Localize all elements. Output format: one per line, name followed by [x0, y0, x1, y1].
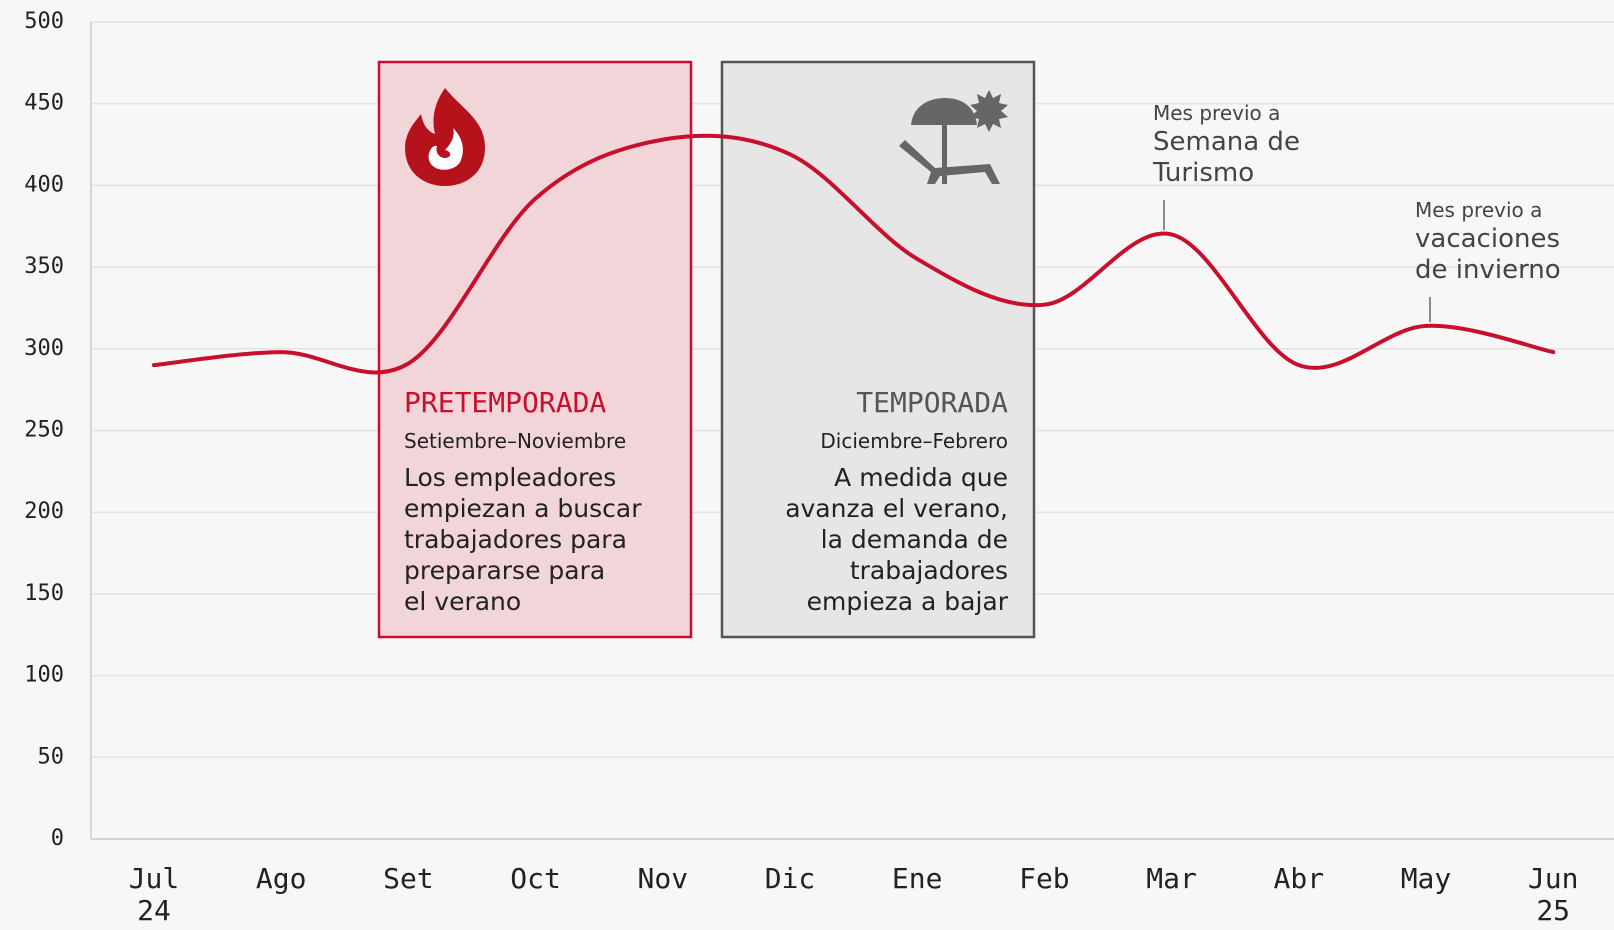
y-tick-label: 300	[24, 336, 64, 361]
period-text: Los empleadores empiezan a buscar trabaj…	[404, 463, 642, 616]
x-tick-label: Oct	[510, 862, 561, 895]
umbrella-pole	[942, 120, 947, 184]
y-tick-label: 50	[38, 744, 65, 769]
x-tick-label: Abr	[1273, 862, 1325, 895]
sun	[970, 90, 1008, 132]
y-tick-label: 500	[24, 9, 64, 34]
y-tick-label: 150	[24, 581, 64, 606]
period-title: TEMPORADA	[856, 386, 1008, 419]
x-tick-label: Nov	[637, 862, 689, 895]
x-tick-label: Dic	[764, 862, 816, 895]
data-line	[152, 133, 1556, 375]
fire-shape	[405, 88, 485, 186]
annotation-text: vacaciones de invierno	[1415, 224, 1561, 285]
beach-icon	[899, 90, 1008, 184]
y-tick-label: 100	[24, 663, 64, 688]
y-tick-label: 350	[24, 254, 64, 279]
period-title: PRETEMPORADA	[404, 386, 607, 419]
x-tick-label: Mar	[1146, 862, 1197, 895]
fire-icon	[405, 88, 485, 186]
y-tick-label: 200	[24, 499, 64, 524]
x-tick-label: Feb	[1019, 862, 1070, 895]
chair	[899, 140, 1000, 184]
y-tick-label: 250	[24, 418, 64, 443]
period-box	[720, 60, 1036, 639]
x-tick-label: Jun 25	[1527, 862, 1579, 927]
period-text: A medida que avanza el verano, la demand…	[785, 463, 1008, 616]
annotation-text: Semana de Turismo	[1153, 127, 1300, 188]
umbrella	[911, 98, 977, 125]
x-tick-label: Ago	[255, 862, 307, 895]
y-tick-label: 400	[24, 172, 64, 197]
annotation-lead: Mes previo a	[1415, 198, 1543, 222]
y-tick-label: 0	[51, 826, 64, 851]
annotation-lead: Mes previo a	[1153, 101, 1281, 125]
x-tick-label: May	[1400, 862, 1452, 895]
y-tick-label: 450	[24, 91, 64, 116]
period-range: Setiembre–Noviembre	[404, 429, 627, 453]
x-tick-label: Ene	[891, 862, 943, 895]
x-tick-label: Set	[383, 862, 434, 895]
period-range: Diciembre–Febrero	[820, 429, 1008, 453]
x-tick-label: Jul 24	[128, 862, 180, 927]
fire-inner	[428, 128, 463, 170]
